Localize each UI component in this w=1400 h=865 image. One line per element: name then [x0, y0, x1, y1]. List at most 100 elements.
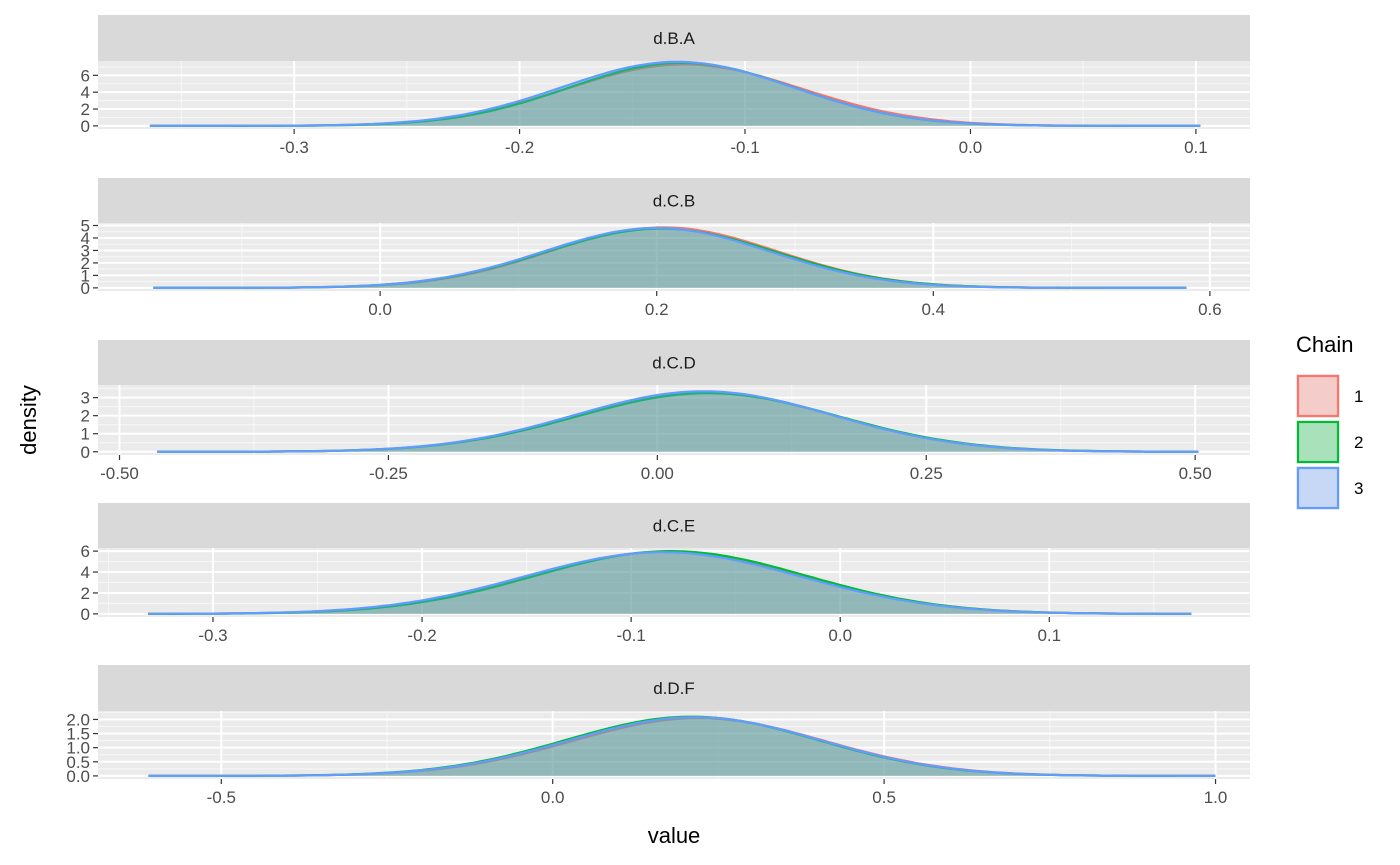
y-tick-label: 1.0	[66, 739, 90, 758]
legend-title: Chain	[1296, 332, 1353, 357]
facet-strip	[98, 665, 1250, 711]
x-tick-label: 0.0	[959, 138, 983, 157]
y-tick-label: 1.5	[66, 725, 90, 744]
legend-label: 1	[1354, 387, 1363, 406]
density-line-chain-3	[153, 226, 1187, 289]
legend-keys: 1 2 3	[1296, 374, 1363, 510]
legend-swatch	[1296, 466, 1340, 510]
legend-label: 3	[1354, 479, 1363, 498]
density-line-chain-3	[148, 716, 1216, 777]
y-tick-label: 2	[81, 584, 90, 603]
density-area-chain-1	[149, 64, 1201, 126]
x-tick-label: 0.6	[1198, 300, 1222, 319]
y-tick-label: 0	[81, 443, 90, 462]
legend-key-background	[1296, 466, 1340, 510]
density-area-chain-3	[157, 391, 1199, 452]
y-tick-label: 2	[81, 100, 90, 119]
y-tick-label: 3	[81, 241, 90, 260]
density-area-chain-3	[149, 61, 1201, 126]
legend-swatch	[1296, 420, 1340, 464]
y-tick-label: 2	[81, 254, 90, 273]
y-tick-label: 2.0	[66, 710, 90, 729]
legend-key-background	[1296, 374, 1340, 418]
y-tick-label: 6	[81, 66, 90, 85]
legend-key-background	[1296, 420, 1340, 464]
density-line-chain-3	[157, 390, 1199, 453]
y-tick-label: 4	[81, 563, 90, 582]
density-area-chain-3	[148, 717, 1216, 776]
x-axis-title: value	[648, 823, 701, 848]
x-tick-label: 0.0	[368, 300, 392, 319]
y-tick-label: 1	[81, 266, 90, 285]
density-area-chain-2	[149, 62, 1201, 126]
legend-key-chain-2: 2	[1296, 420, 1363, 464]
facet-strip-label: d.C.B	[653, 192, 696, 211]
x-tick-label: -0.3	[279, 138, 308, 157]
y-tick-label: 1	[81, 425, 90, 444]
y-tick-label: 6	[81, 542, 90, 561]
y-tick-label: 4	[81, 83, 90, 102]
facet-strip	[98, 340, 1250, 385]
panel-d.D.F: d.D.F0.00.51.01.52.0-0.5 0.0 0.5 1.0	[66, 665, 1250, 807]
panel-d.C.E: d.C.E 0 2 4 6 -0.3 -0.2 -0.1 0.0 0.1	[81, 503, 1250, 645]
facet-strip-label: d.C.E	[653, 517, 696, 536]
facet-strip-label: d.C.D	[652, 354, 695, 373]
x-tick-label: 0.00	[641, 464, 674, 483]
y-tick-label: 0.5	[66, 753, 90, 772]
facet-strip	[98, 178, 1250, 223]
y-tick-label: 2	[81, 407, 90, 426]
density-line-chain-3	[148, 551, 1192, 615]
y-tick-label: 4	[81, 229, 90, 248]
x-tick-label: -0.2	[505, 138, 534, 157]
x-tick-label: 0.2	[645, 300, 669, 319]
y-tick-label: 5	[81, 216, 90, 235]
legend: Chain 1 2 3	[1296, 332, 1363, 510]
density-area-chain-3	[153, 228, 1187, 288]
density-area-chain-2	[153, 228, 1187, 288]
x-tick-label: -0.25	[369, 464, 408, 483]
x-tick-label: 0.1	[1184, 138, 1208, 157]
legend-swatch	[1296, 374, 1340, 418]
y-axis-title: density	[16, 385, 41, 455]
facet-strip	[98, 15, 1250, 61]
density-line-chain-3	[149, 60, 1201, 127]
x-tick-label: 0.4	[921, 300, 945, 319]
x-tick-label: 0.5	[872, 788, 896, 807]
x-tick-label: 0.1	[1037, 626, 1061, 645]
facet-strip-label: d.B.A	[653, 29, 695, 48]
y-tick-label: 0	[81, 279, 90, 298]
density-area-chain-2	[148, 551, 1192, 614]
legend-key-chain-1: 1	[1296, 374, 1363, 418]
facet-strip-label: d.D.F	[653, 679, 695, 698]
x-tick-label: 1.0	[1204, 788, 1228, 807]
y-tick-label: 0	[81, 117, 90, 136]
y-tick-label: 0.0	[66, 767, 90, 786]
panel-background	[98, 711, 1250, 779]
facet-strip	[98, 503, 1250, 548]
density-area-chain-2	[157, 393, 1199, 452]
density-area-chain-1	[157, 392, 1199, 452]
density-area-chain-2	[148, 716, 1216, 776]
density-area-chain-1	[148, 718, 1216, 776]
y-tick-label: 0	[81, 605, 90, 624]
y-tick-label: 3	[81, 389, 90, 408]
legend-key-chain-3: 3	[1296, 466, 1363, 510]
x-tick-label: -0.50	[100, 464, 139, 483]
density-area-chain-3	[148, 552, 1192, 614]
x-tick-label: -0.1	[730, 138, 759, 157]
x-tick-label: -0.5	[207, 788, 236, 807]
x-tick-label: -0.3	[198, 626, 227, 645]
x-tick-label: 0.25	[910, 464, 943, 483]
legend-label: 2	[1354, 433, 1363, 452]
density-area-chain-1	[148, 551, 1192, 614]
x-tick-label: 0.0	[828, 626, 852, 645]
x-tick-label: 0.0	[541, 788, 565, 807]
x-tick-label: 0.50	[1179, 464, 1212, 483]
x-tick-label: -0.1	[616, 626, 645, 645]
x-tick-label: -0.2	[407, 626, 436, 645]
